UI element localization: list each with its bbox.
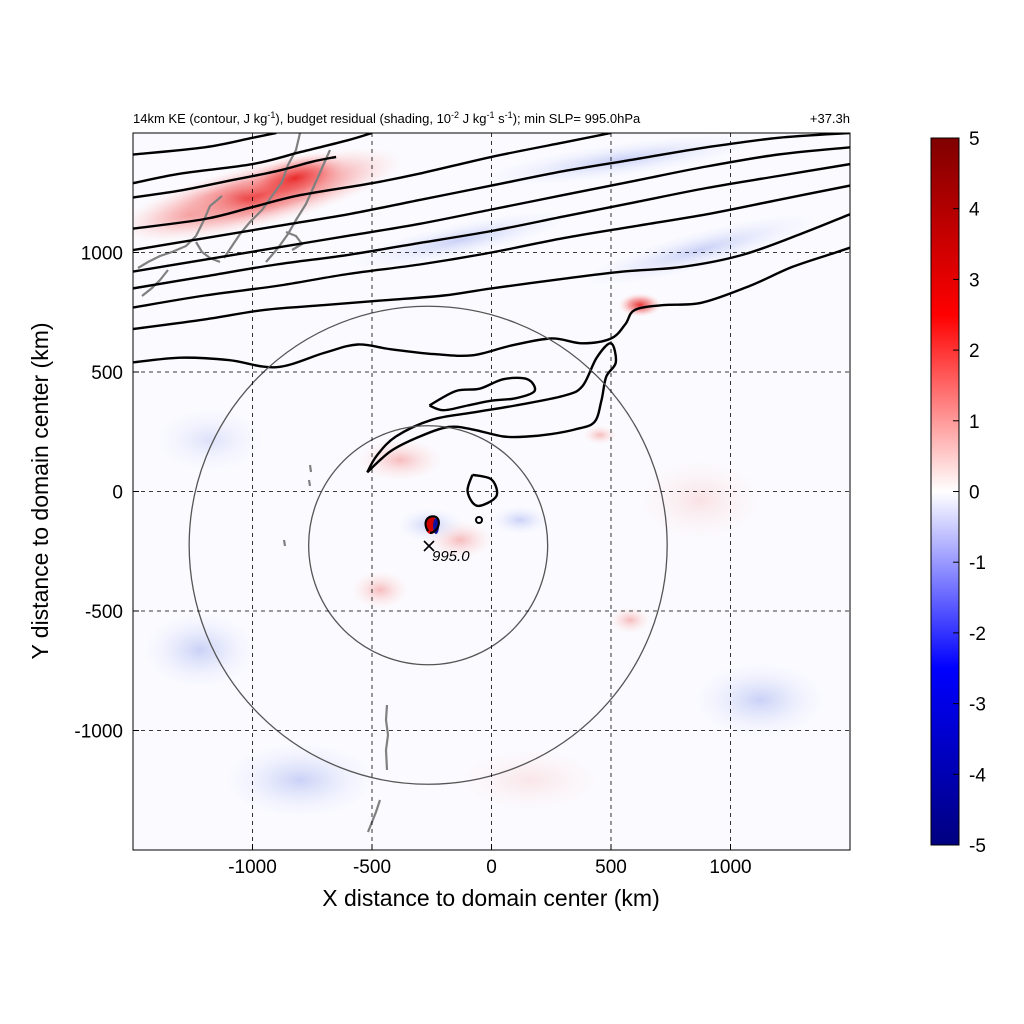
ke-contour-line [428,376,537,412]
range-circle [308,425,549,666]
colorbar-tick-label: 4 [969,200,980,221]
shading-blob [450,745,610,815]
colorbar-tick-label: 3 [969,270,980,291]
x-axis-label: X distance to domain center (km) [322,885,659,911]
shading-blob [220,740,380,820]
core-contour [424,515,440,535]
y-tick-label: -500 [85,602,123,623]
coastline-segment [384,704,390,771]
coastline-segment [282,539,287,547]
coastline [137,133,390,833]
ke-contours [133,133,850,508]
small-contour [475,516,483,524]
ke-contour-line [133,133,373,185]
x-tick-label: -1000 [228,857,277,878]
shading-blob [618,293,662,317]
shading-blob [350,570,410,610]
colorbar-tick-label: -5 [969,836,986,857]
colorbar-tick-label: -4 [969,765,986,786]
ke-contour-line [466,473,499,508]
ke-contour-line [133,133,277,156]
coastline-segment [307,479,312,487]
storm-center-marker [423,540,435,552]
y-tick-label: 0 [112,483,123,504]
y-axis-ticks: -1000 -500 0 500 1000 [74,244,139,743]
x-axis-ticks: -1000 -500 0 500 1000 [228,844,752,878]
shading-blob [490,505,550,535]
shading-blob [140,610,260,690]
coastline-segment [366,799,382,833]
x-tick-label: 500 [595,857,627,878]
colorbar-tick-label: -3 [969,695,986,716]
forecast-time-label: +37.3h [810,111,850,126]
storm-marker: 995.0 [423,540,470,565]
ke-contour-line [133,184,850,309]
coastline-segment [285,230,304,251]
coastline-segment [308,464,313,473]
coastline-segment [265,149,332,263]
y-axis-label: Y distance to domain center (km) [27,322,53,659]
chart-title: 14km KE (contour, J kg-1), budget residu… [133,110,641,126]
range-circle [188,305,668,785]
colorbar-tick-label: 0 [969,483,980,504]
ke-contour-line [133,246,850,369]
coastline-segment [137,195,223,269]
min-slp-label: 995.0 [432,548,470,565]
shading-blob [582,425,618,445]
colorbar-tick-label: -2 [969,624,986,645]
x-tick-label: 1000 [709,857,751,878]
storm-core [424,515,483,535]
y-tick-label: -1000 [74,722,123,743]
ke-contour-line [133,133,850,252]
residual-shading [133,133,830,820]
x-tick-label: 0 [486,857,497,878]
shading-blob [690,660,830,740]
shading-blob [608,606,652,634]
shading-blob [630,455,770,545]
colorbar-tick-label: -1 [969,553,986,574]
ke-contour-line [366,342,618,474]
colorbar-tick-label: 5 [969,129,980,150]
x-tick-label: -500 [353,857,391,878]
ke-contour-line [133,155,337,199]
plot-area: 995.0 [133,133,850,850]
shading-blob [150,405,270,475]
shading-blob [355,438,445,482]
coastline-segment [195,241,221,264]
colorbar-tick-label: 2 [969,341,980,362]
colorbar-tick-label: 1 [969,412,980,433]
range-circles [188,305,668,785]
y-tick-label: 1000 [81,244,123,265]
ke-contour-line [133,146,850,273]
colorbar-ticks: 5 4 3 2 1 0 -1 -2 -3 -4 -5 [953,129,986,857]
y-tick-label: 500 [91,363,123,384]
